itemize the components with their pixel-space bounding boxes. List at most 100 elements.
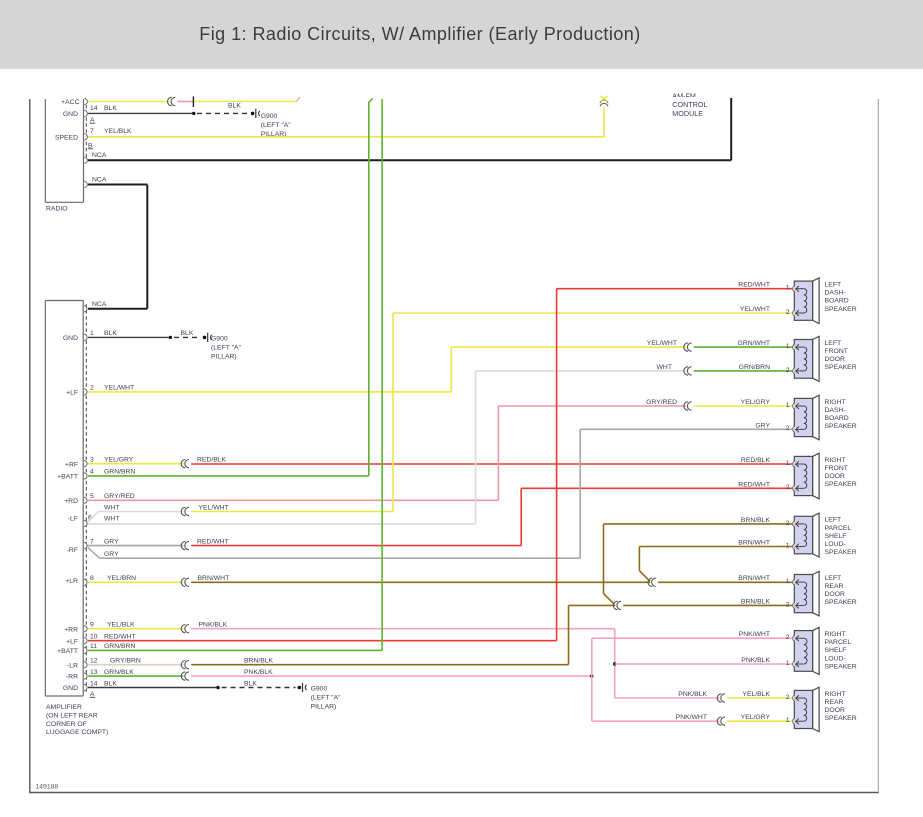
svg-text:4: 4 <box>90 469 94 476</box>
svg-text:PILLAR): PILLAR) <box>311 704 337 711</box>
svg-text:SPEAKER: SPEAKER <box>825 306 857 313</box>
svg-text:SHELF: SHELF <box>825 647 847 654</box>
svg-text:RED/BLK: RED/BLK <box>197 457 227 464</box>
svg-text:BLK: BLK <box>181 330 194 337</box>
svg-text:(LEFT "A": (LEFT "A" <box>311 695 342 702</box>
svg-text:GRN/BRN: GRN/BRN <box>104 643 135 650</box>
svg-text:GRY/RED: GRY/RED <box>646 399 677 406</box>
svg-text:1: 1 <box>786 343 790 350</box>
svg-text:YEL/GRY: YEL/GRY <box>741 399 771 406</box>
svg-text:CORNER OF: CORNER OF <box>46 721 87 728</box>
svg-text:FRONT: FRONT <box>825 465 848 472</box>
svg-text:2: 2 <box>786 694 790 701</box>
svg-text:BRN/WHT: BRN/WHT <box>198 575 230 582</box>
svg-text:11: 11 <box>90 643 97 650</box>
svg-text:BRN/WHT: BRN/WHT <box>738 540 770 547</box>
svg-text:2: 2 <box>786 309 790 316</box>
svg-text:REAR: REAR <box>825 699 844 706</box>
svg-text:1: 1 <box>786 717 790 724</box>
svg-text:GND: GND <box>63 685 78 692</box>
svg-text:RIGHT: RIGHT <box>825 691 846 698</box>
svg-text:WHT: WHT <box>104 516 119 523</box>
svg-text:Fig 1: Radio Circuits, W/ Ampl: Fig 1: Radio Circuits, W/ Amplifier (Ear… <box>199 24 640 44</box>
svg-text:LOUD-: LOUD- <box>825 541 846 548</box>
svg-text:-LR: -LR <box>67 662 78 669</box>
svg-text:LEFT: LEFT <box>825 340 842 347</box>
svg-text:2: 2 <box>90 385 94 392</box>
svg-text:FRONT: FRONT <box>825 348 848 355</box>
svg-text:BOARD: BOARD <box>825 298 849 305</box>
svg-text:7: 7 <box>90 128 94 135</box>
svg-text:YEL/WHT: YEL/WHT <box>740 306 770 313</box>
svg-text:1: 1 <box>90 330 94 337</box>
svg-text:NCA: NCA <box>92 152 107 159</box>
svg-text:2: 2 <box>786 425 790 432</box>
svg-text:PNK/BLK: PNK/BLK <box>741 657 770 664</box>
svg-text:PILLAR): PILLAR) <box>211 354 237 361</box>
svg-text:8: 8 <box>90 575 94 582</box>
svg-text:+BATT: +BATT <box>57 474 78 481</box>
svg-text:RED/BLK: RED/BLK <box>741 457 771 464</box>
svg-text:SPEED: SPEED <box>55 134 78 141</box>
svg-text:SPEAKER: SPEAKER <box>825 715 857 722</box>
svg-text:1: 1 <box>786 460 790 467</box>
svg-text:RED/WHT: RED/WHT <box>738 282 770 289</box>
svg-text:DASH-: DASH- <box>825 290 846 297</box>
svg-text:REAR: REAR <box>825 583 844 590</box>
svg-text:GND: GND <box>63 335 78 342</box>
svg-text:LOUD-: LOUD- <box>825 655 846 662</box>
svg-text:BLK: BLK <box>244 680 257 687</box>
svg-text:+BATT: +BATT <box>57 648 78 655</box>
svg-text:LEFT: LEFT <box>825 282 842 289</box>
svg-text:149188: 149188 <box>36 784 59 791</box>
svg-text:2: 2 <box>786 484 790 491</box>
svg-text:GRN/WHT: GRN/WHT <box>738 340 770 347</box>
svg-text:YEL/GRY: YEL/GRY <box>104 457 134 464</box>
svg-text:13: 13 <box>90 669 98 676</box>
svg-text:12: 12 <box>90 658 98 665</box>
svg-text:YEL/BLK: YEL/BLK <box>104 128 132 135</box>
svg-text:RED/WHT: RED/WHT <box>104 634 136 641</box>
svg-text:1: 1 <box>786 285 790 292</box>
svg-text:PNK/WHT: PNK/WHT <box>676 714 707 721</box>
svg-text:-RF: -RF <box>67 547 78 554</box>
svg-text:PNK/BLK: PNK/BLK <box>678 691 707 698</box>
svg-text:BLK: BLK <box>104 680 117 687</box>
svg-text:NCA: NCA <box>92 177 107 184</box>
svg-text:5: 5 <box>90 493 94 500</box>
svg-text:+LF: +LF <box>66 638 78 645</box>
svg-text:2: 2 <box>786 634 790 641</box>
svg-text:GRY/BRN: GRY/BRN <box>110 658 141 665</box>
svg-text:SPEAKER: SPEAKER <box>825 481 857 488</box>
svg-text:BLK: BLK <box>228 103 241 110</box>
svg-text:LUGGAGE COMPT): LUGGAGE COMPT) <box>46 729 108 736</box>
svg-text:YEL/WHT: YEL/WHT <box>647 340 677 347</box>
svg-text:DOOR: DOOR <box>825 356 845 363</box>
svg-text:YEL/WHT: YEL/WHT <box>104 385 134 392</box>
svg-text:GRY/RED: GRY/RED <box>104 493 135 500</box>
svg-text:BRN/WHT: BRN/WHT <box>738 575 770 582</box>
svg-text:+LF: +LF <box>66 390 78 397</box>
svg-text:BRN/BLK: BRN/BLK <box>741 598 771 605</box>
svg-text:RIGHT: RIGHT <box>825 399 846 406</box>
svg-text:10: 10 <box>90 634 98 641</box>
svg-text:G900: G900 <box>261 113 278 120</box>
svg-text:PNK/BLK: PNK/BLK <box>199 622 228 629</box>
svg-text:14: 14 <box>90 680 98 687</box>
svg-text:A: A <box>90 691 95 698</box>
svg-text:GRY: GRY <box>755 422 770 429</box>
svg-text:DASH-: DASH- <box>825 407 846 414</box>
svg-text:BRN/BLK: BRN/BLK <box>244 658 274 665</box>
svg-text:SPEAKER: SPEAKER <box>825 423 857 430</box>
svg-text:YEL/BLK: YEL/BLK <box>107 622 135 629</box>
svg-text:GRN/BLK: GRN/BLK <box>104 669 134 676</box>
svg-text:RED/WHT: RED/WHT <box>738 481 770 488</box>
svg-text:+ACC: +ACC <box>61 99 79 106</box>
svg-text:GND: GND <box>63 111 78 118</box>
svg-text:PILLAR): PILLAR) <box>261 131 287 138</box>
svg-text:DOOR: DOOR <box>825 591 845 598</box>
svg-text:-RR: -RR <box>66 674 78 681</box>
svg-text:1: 1 <box>786 660 790 667</box>
svg-text:1: 1 <box>786 542 790 549</box>
svg-text:BLK: BLK <box>104 330 117 337</box>
